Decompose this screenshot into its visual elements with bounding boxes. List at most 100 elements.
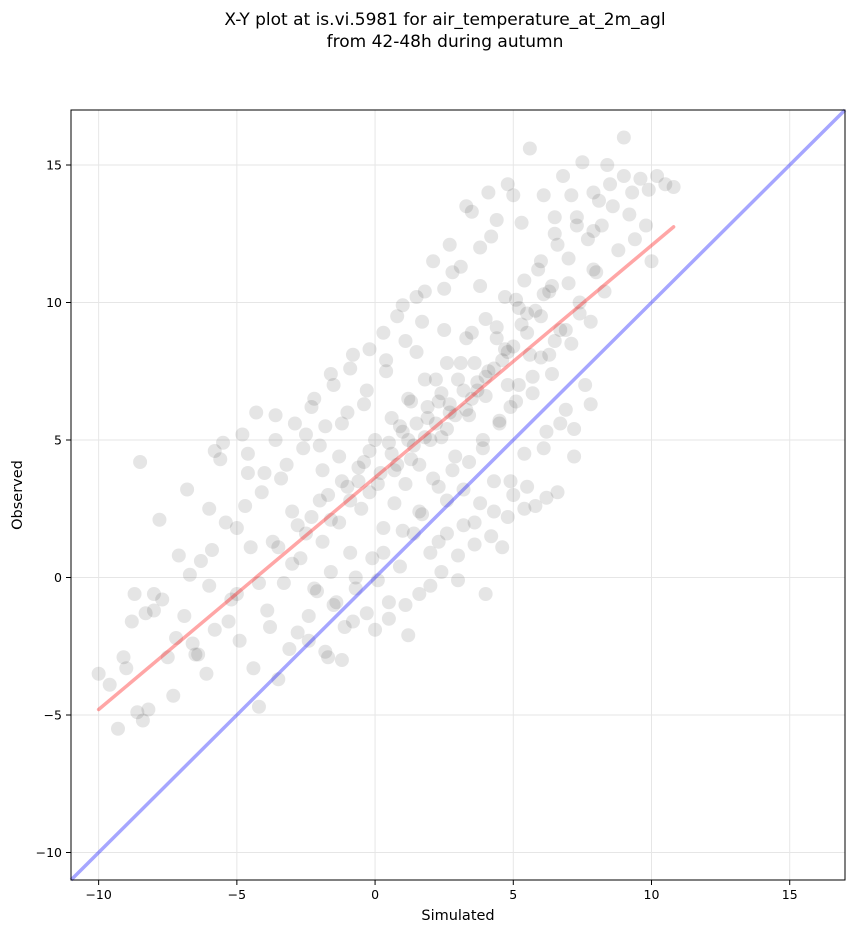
data-point [290, 625, 305, 640]
data-point [475, 441, 490, 456]
data-point [398, 598, 413, 612]
data-point [287, 416, 302, 431]
data-point [517, 501, 532, 516]
data-point [500, 510, 515, 524]
data-point [326, 598, 341, 612]
data-point [514, 215, 529, 230]
data-point [199, 666, 214, 681]
data-point [564, 188, 579, 203]
data-point [384, 411, 399, 425]
data-point [448, 408, 463, 423]
data-point [561, 251, 576, 266]
data-point [406, 526, 421, 541]
data-point [246, 661, 261, 676]
y-axis-ticks: −10 −5 0 5 10 15 [36, 158, 71, 860]
data-point [497, 342, 512, 357]
data-point [503, 474, 518, 489]
data-point [345, 347, 360, 362]
data-point [423, 578, 438, 593]
data-point [191, 647, 206, 662]
data-point [470, 383, 485, 398]
data-point [395, 298, 410, 313]
regression-line [96, 225, 676, 712]
data-point [401, 391, 416, 406]
data-point [398, 477, 413, 491]
data-point [481, 364, 496, 379]
data-point [442, 237, 457, 252]
data-point [553, 323, 568, 337]
data-point [473, 240, 488, 255]
data-point [428, 416, 443, 431]
data-point [315, 463, 330, 478]
data-point [334, 416, 349, 431]
data-point [528, 499, 543, 513]
data-point [232, 633, 247, 648]
data-point [666, 180, 681, 194]
data-point [207, 444, 222, 458]
data-point [473, 279, 488, 293]
data-point [605, 199, 620, 214]
x-tick-label: 15 [782, 887, 798, 902]
data-point [578, 378, 593, 392]
data-point [279, 457, 294, 472]
data-point [387, 496, 402, 511]
data-point [522, 347, 537, 362]
data-point [180, 482, 195, 497]
data-point [334, 653, 349, 667]
data-point [580, 232, 595, 247]
data-point [384, 446, 399, 461]
data-point [298, 427, 313, 442]
identity-line [69, 108, 847, 882]
data-point [522, 141, 537, 156]
data-point [520, 325, 535, 340]
data-point [467, 537, 482, 552]
x-axis-label: Simulated [421, 908, 494, 924]
data-point [362, 444, 377, 458]
data-point [470, 375, 485, 390]
y-tick-label: 0 [54, 570, 62, 585]
data-point [304, 510, 319, 524]
data-point [451, 548, 465, 563]
data-point [193, 554, 208, 568]
data-point [514, 317, 529, 332]
data-point [185, 636, 200, 651]
data-point [404, 394, 419, 409]
data-point [329, 595, 344, 610]
data-point [420, 411, 435, 425]
data-point [127, 587, 142, 601]
data-point [392, 419, 407, 434]
data-point [293, 551, 308, 566]
data-point [459, 402, 474, 417]
data-point [473, 496, 488, 511]
data-point [409, 345, 424, 359]
data-point [381, 435, 396, 450]
data-point [240, 466, 255, 480]
data-point [254, 485, 269, 500]
data-point [160, 650, 175, 665]
data-point [586, 224, 601, 238]
data-point [486, 504, 501, 519]
data-point [343, 493, 358, 508]
data-point [312, 438, 327, 453]
data-point [451, 372, 465, 387]
data-point [492, 416, 507, 431]
data-point [224, 592, 239, 607]
data-point [572, 306, 587, 321]
data-point [379, 364, 394, 379]
data-point [437, 281, 452, 296]
x-axis-ticks: −10 −5 0 5 10 15 [85, 880, 798, 902]
y-tick-label: 15 [46, 158, 62, 173]
data-point [423, 433, 438, 447]
data-point [594, 218, 609, 233]
data-point [321, 488, 336, 502]
data-point [365, 551, 380, 566]
data-point [404, 452, 419, 467]
data-point [188, 647, 203, 662]
data-point [558, 402, 573, 417]
data-point [462, 408, 477, 423]
data-point [603, 177, 618, 192]
data-point [202, 501, 217, 516]
data-point [135, 713, 150, 728]
data-point [409, 290, 424, 304]
data-point [348, 570, 363, 585]
